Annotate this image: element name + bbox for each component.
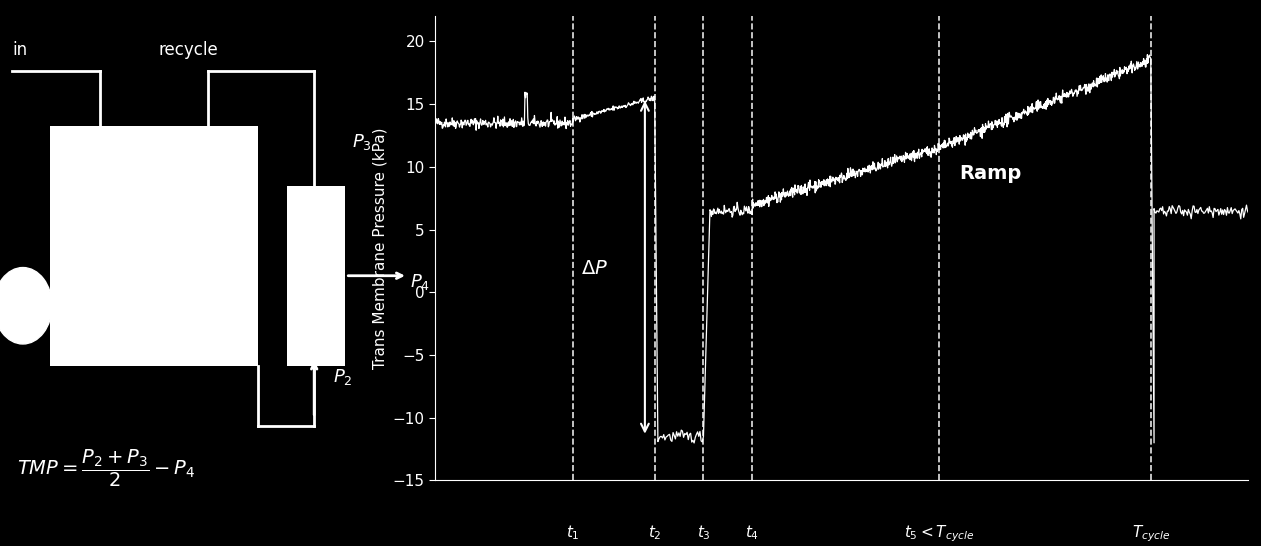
Text: $P_2$: $P_2$ — [333, 367, 353, 387]
Text: $t_4$: $t_4$ — [745, 523, 759, 542]
Text: $t_3$: $t_3$ — [696, 523, 710, 542]
Text: $t_5 < T_{cycle}$: $t_5 < T_{cycle}$ — [904, 523, 975, 544]
Text: Ramp: Ramp — [960, 164, 1021, 183]
Text: in: in — [13, 40, 28, 58]
Text: $t_2$: $t_2$ — [648, 523, 662, 542]
Circle shape — [0, 268, 52, 344]
Text: $T_{cycle}$: $T_{cycle}$ — [1131, 523, 1170, 544]
Text: recycle: recycle — [158, 40, 218, 58]
Text: $P_4$: $P_4$ — [410, 272, 430, 292]
Text: $P_3$: $P_3$ — [352, 133, 372, 152]
Bar — [50, 126, 259, 366]
Text: $TMP = \dfrac{P_2 + P_3}{2} - P_4$: $TMP = \dfrac{P_2 + P_3}{2} - P_4$ — [16, 448, 195, 489]
Y-axis label: Trans Membrane Pressure (kPa): Trans Membrane Pressure (kPa) — [372, 128, 387, 369]
Text: $t_1$: $t_1$ — [566, 523, 580, 542]
Text: $\Delta P$: $\Delta P$ — [581, 258, 609, 277]
Bar — [288, 186, 346, 366]
